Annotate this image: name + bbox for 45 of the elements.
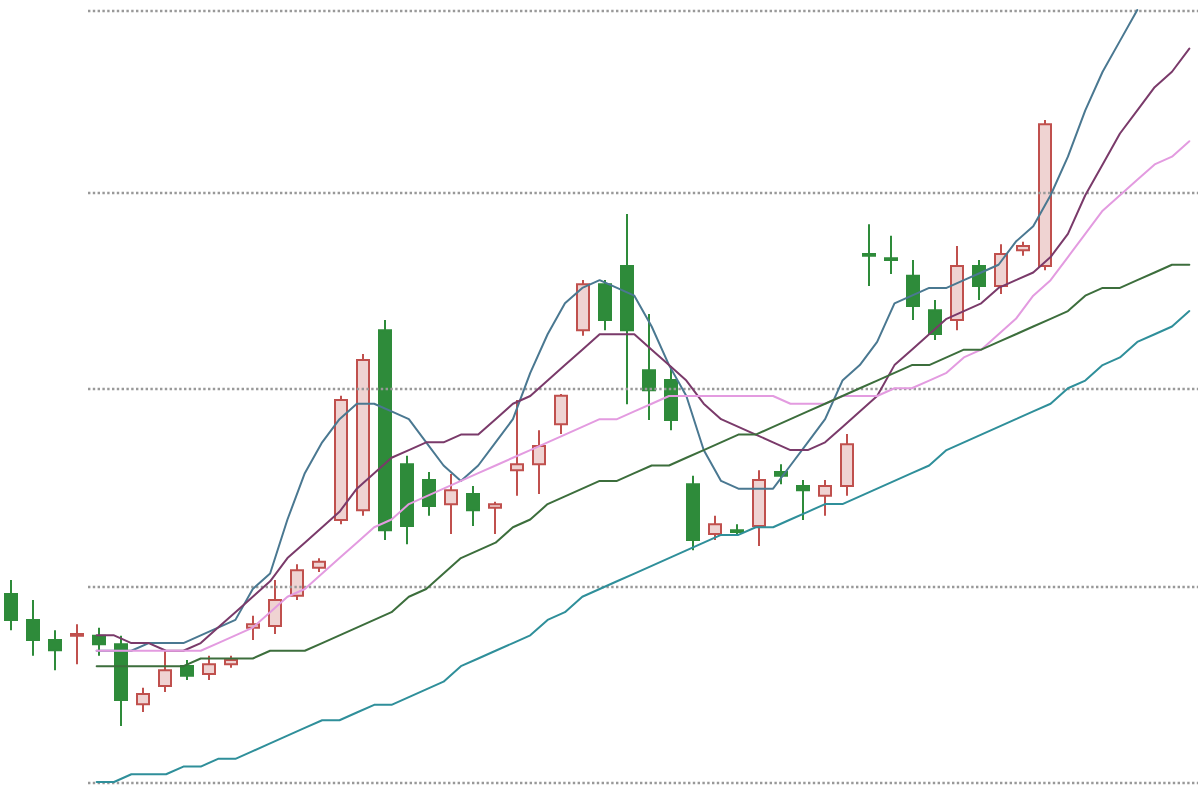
candlestick — [334, 394, 348, 526]
candlestick — [620, 212, 634, 406]
candlestick — [202, 654, 216, 681]
candlestick — [356, 352, 370, 517]
candlestick — [686, 474, 700, 552]
candlestick — [312, 557, 326, 574]
candlestick — [136, 686, 150, 714]
candlestick — [114, 634, 128, 727]
candlestick — [1016, 240, 1030, 257]
candlestick — [290, 563, 304, 601]
candlestick — [1038, 119, 1052, 272]
candlestick — [510, 398, 524, 497]
candlestick — [862, 223, 876, 288]
candlestick — [180, 658, 194, 681]
candlestick — [378, 318, 392, 541]
candlestick — [444, 472, 458, 535]
candlestick — [994, 243, 1008, 295]
candlestick — [70, 623, 84, 666]
candlestick — [554, 392, 568, 435]
candlestick — [532, 429, 546, 495]
candlestick — [466, 485, 480, 528]
candlestick — [840, 432, 854, 497]
candlestick — [664, 365, 678, 432]
candlestick — [708, 514, 722, 541]
candlestick — [48, 629, 62, 672]
candlestick — [730, 523, 744, 537]
candlestick — [598, 278, 612, 332]
candlestick — [972, 258, 986, 301]
candlestick — [268, 578, 282, 635]
candlestick — [576, 278, 590, 337]
candlestick — [26, 598, 40, 657]
candlestick — [400, 454, 414, 546]
candlestick — [422, 471, 436, 517]
candlestick — [818, 478, 832, 517]
candlestick — [92, 626, 106, 657]
candlestick — [752, 469, 766, 548]
candlestick — [884, 234, 898, 275]
candlestick — [906, 258, 920, 321]
candlestick — [796, 478, 810, 521]
candlestick — [950, 245, 964, 332]
candlestick — [642, 312, 656, 421]
candlestick — [158, 649, 172, 694]
candlestick — [4, 578, 18, 632]
candlestick — [928, 298, 942, 341]
candlestick — [488, 500, 502, 535]
